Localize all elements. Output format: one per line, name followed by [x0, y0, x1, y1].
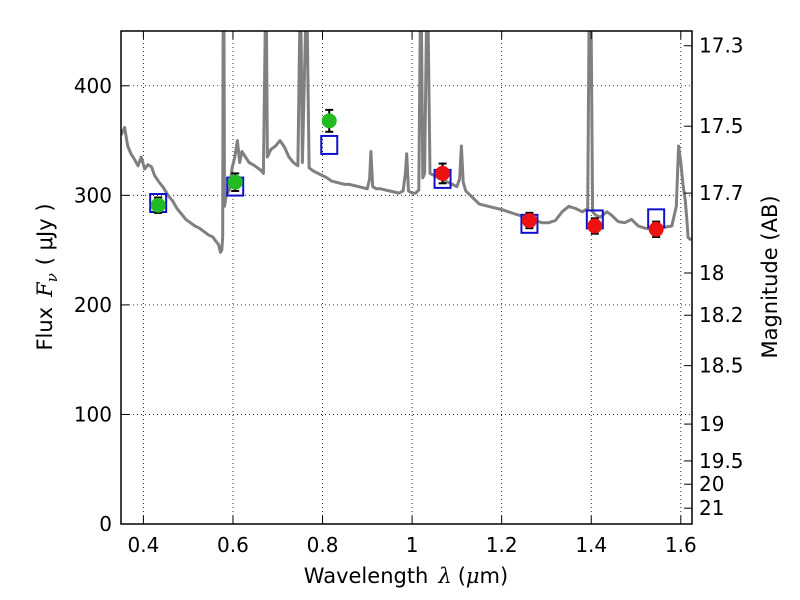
x-tick-label: 1.6	[665, 533, 697, 557]
observed-point	[227, 174, 243, 190]
observed-point	[321, 113, 337, 129]
x-tick-label: 0.6	[217, 533, 249, 557]
observed-point	[521, 213, 537, 229]
x-axis-title: Wavelength λ (μm)	[304, 564, 508, 588]
y2-tick-label: 18.2	[699, 303, 744, 327]
y2-tick-label: 19	[699, 412, 724, 436]
y2-tick-label: 19.5	[699, 449, 744, 473]
x-tick-label: 0.8	[307, 533, 339, 557]
observed-photometry-series	[150, 108, 664, 238]
y2-tick-label: 18.5	[699, 354, 744, 378]
observed-point	[587, 218, 603, 234]
y-tick-label: 200	[74, 293, 112, 317]
x-tick-label: 1.4	[575, 533, 607, 557]
x-tick-label: 1	[406, 533, 419, 557]
y2-axis-title: Magnitude (AB)	[758, 195, 782, 358]
y-tick-label: 100	[74, 402, 112, 426]
x-tick-label: 0.4	[127, 533, 159, 557]
y2-tick-label: 17.3	[699, 34, 744, 58]
y-axis-title: FluxFν( μJy )	[33, 203, 61, 350]
y-tick-labels: 0 100 200 300 400	[74, 74, 112, 536]
y-tick-label: 400	[74, 74, 112, 98]
plot-frame	[120, 30, 693, 525]
y2-tick-label: 20	[699, 472, 724, 496]
y-tick-label: 300	[74, 183, 112, 207]
observed-point	[435, 165, 451, 181]
observed-point	[648, 221, 664, 237]
y2-tick-label: 21	[699, 496, 724, 520]
axis-ticks	[121, 31, 692, 525]
observed-point	[150, 197, 166, 213]
x-tick-label: 1.2	[486, 533, 518, 557]
y2-tick-label: 17.5	[699, 114, 744, 138]
model-point-box	[320, 134, 339, 155]
y2-tick-label: 18	[699, 261, 724, 285]
y-tick-label: 0	[99, 512, 112, 536]
y2-tick-label: 17.7	[699, 181, 744, 205]
x-tick-labels: 0.4 0.6 0.8 1 1.2 1.4 1.6	[127, 533, 696, 557]
